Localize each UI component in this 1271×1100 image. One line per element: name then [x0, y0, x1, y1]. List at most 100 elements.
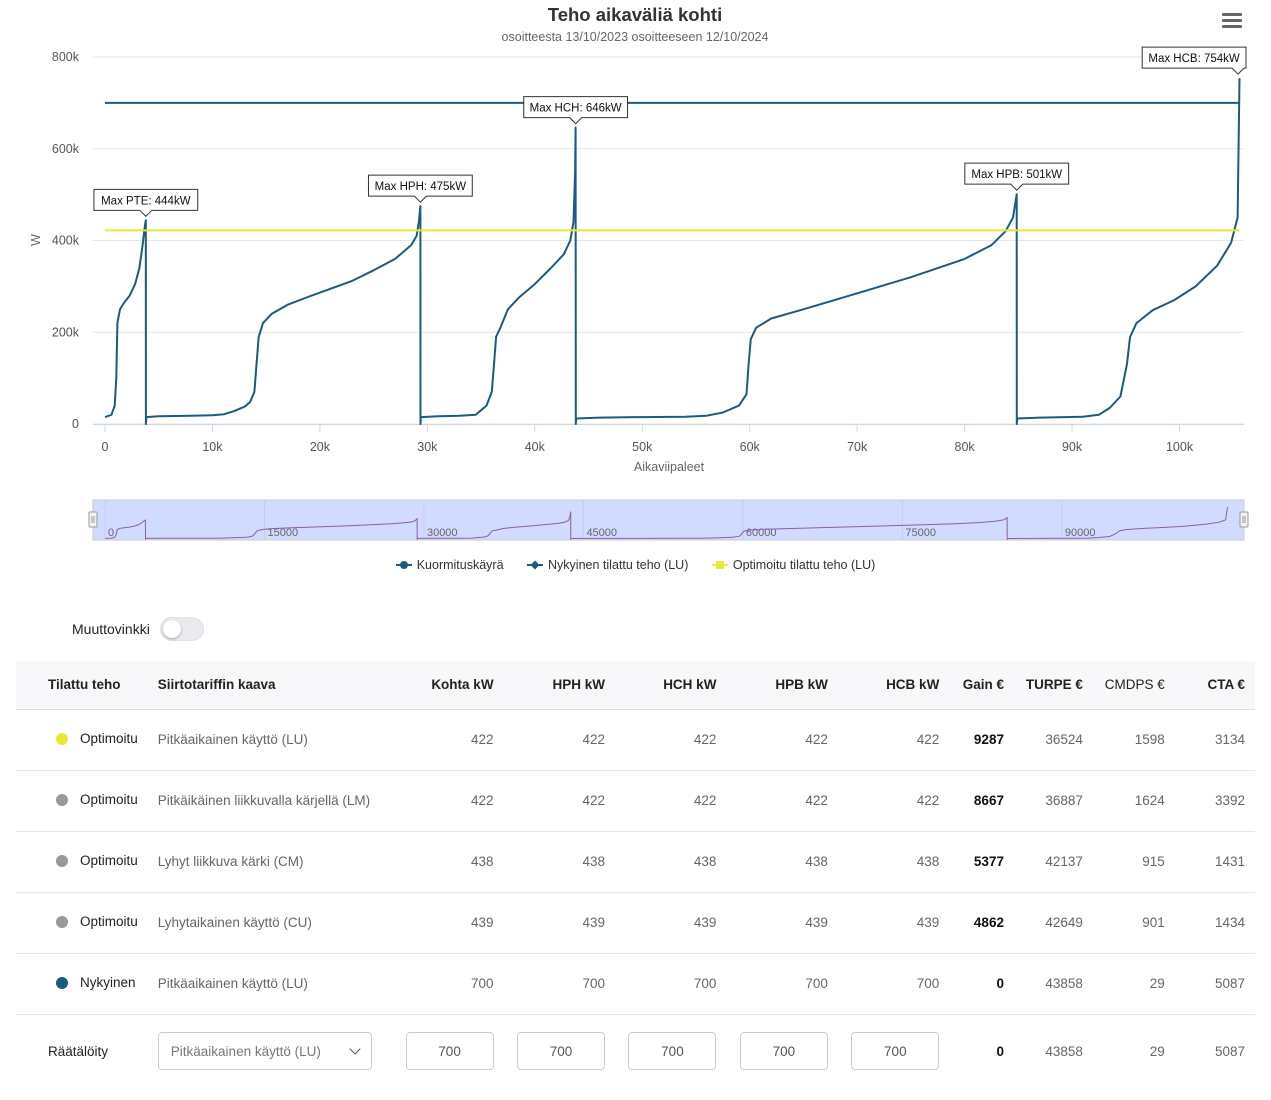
x-tick-label: 0	[102, 440, 109, 454]
row-hch: 438	[615, 831, 727, 893]
chart-subtitle: osoitteesta 13/10/2023 osoitteeseen 12/1…	[502, 30, 769, 44]
status-dot-icon	[56, 732, 68, 745]
row-cmdps: 915	[1092, 831, 1175, 893]
table-row: Optimoitu Lyhytaikainen käyttö (CU) 439 439…	[16, 892, 1255, 954]
row-hch: 700	[615, 953, 727, 1015]
table-row: Nykyinen Pitkäaikainen käyttö (LU) 700 700 7…	[16, 953, 1255, 1015]
navigator-tick-label: 30000	[427, 527, 458, 539]
row-hph: 438	[503, 831, 615, 893]
row-name: Optimoitu	[80, 792, 138, 808]
navigator-right-handle[interactable]	[1239, 511, 1249, 528]
row-gain: 4862	[949, 892, 1014, 954]
row-formula: Pitkäikäinen liikkuvalla kärjellä (LM)	[147, 770, 386, 832]
chart-menu-icon[interactable]	[1220, 10, 1244, 32]
row-turpe: 42649	[1013, 892, 1093, 954]
hph-input[interactable]	[517, 1032, 605, 1071]
row-name: Nykyinen	[80, 975, 136, 991]
migration-tip-toggle[interactable]	[159, 617, 204, 641]
navigator-tick-label: 0	[108, 527, 114, 539]
peak-label-text: Max HPH: 475kW	[375, 181, 467, 193]
toggle-knob	[162, 620, 181, 638]
custom-cta: 5087	[1214, 1043, 1245, 1059]
row-cta: 5087	[1174, 953, 1255, 1015]
row-cta: 1434	[1174, 892, 1255, 954]
row-hpb: 422	[726, 770, 838, 832]
peak-label: Max HCH: 646kW	[523, 96, 629, 125]
custom-hph-cell	[504, 1014, 615, 1088]
peak-label-text: Max HCH: 646kW	[530, 103, 622, 115]
row-cmdps: 1598	[1092, 709, 1175, 771]
kohta-input[interactable]	[405, 1032, 494, 1071]
hpb-input[interactable]	[739, 1032, 828, 1071]
legend-label: Optimoitu tilattu teho (LU)	[732, 558, 876, 572]
row-hcb: 438	[837, 831, 950, 893]
legend-item-load-curve[interactable]: Kuormituskäyrä	[395, 558, 504, 572]
header-kohta: Kohta kW	[385, 661, 504, 710]
row-hpb: 700	[726, 953, 838, 1015]
navigator-selection[interactable]	[92, 499, 1245, 541]
row-hcb: 422	[837, 709, 950, 771]
peak-label: Max HCB: 754kW	[1141, 46, 1247, 75]
table-row: Optimoitu Pitkäikäinen liikkuvalla kärjel…	[16, 770, 1255, 832]
header-cta: CTA €	[1174, 661, 1255, 710]
hch-input[interactable]	[628, 1032, 717, 1071]
hcb-input[interactable]	[851, 1032, 940, 1071]
series-line-0	[104, 78, 1241, 425]
x-tick-label: 30k	[417, 440, 438, 454]
chevron-down-icon	[349, 1043, 361, 1055]
row-hch: 439	[615, 892, 727, 954]
tariff-formula-select[interactable]: Pitkäaikainen käyttö (LU)	[157, 1032, 372, 1071]
custom-gain: 0	[996, 1043, 1004, 1059]
row-turpe: 36524	[1013, 709, 1093, 771]
x-tick-label: 50k	[632, 440, 653, 454]
legend-item-optimized-power[interactable]: Optimoitu tilattu teho (LU)	[711, 558, 876, 572]
status-dot-icon	[56, 793, 68, 806]
tariff-table: Tilattu teho Siirtotariffin kaava Kohta …	[16, 661, 1255, 1088]
tariff-formula-value: Pitkäaikainen käyttö (LU)	[170, 1043, 321, 1059]
row-hph: 422	[503, 709, 615, 771]
row-name-cell: Optimoitu	[16, 831, 148, 893]
x-tick-label: 70k	[847, 440, 868, 454]
chart-title: Teho aikaväliä kohti	[548, 4, 722, 25]
header-ordered: Tilattu teho	[16, 661, 148, 710]
row-kohta: 422	[385, 770, 504, 832]
power-chart: Teho aikaväliä kohti osoitteesta 13/10/2…	[29, 4, 1249, 572]
peak-label-box	[367, 174, 473, 203]
row-name: Optimoitu	[80, 731, 138, 747]
legend-label: Kuormituskäyrä	[416, 558, 504, 572]
custom-row-name: Räätälöity	[48, 1043, 109, 1059]
header-hph: HPH kW	[503, 661, 615, 710]
navigator-tick-label: 15000	[267, 527, 298, 539]
row-hpb: 422	[726, 709, 838, 771]
row-cta: 3392	[1174, 770, 1255, 832]
legend-item-current-power[interactable]: Nykyinen tilattu teho (LU)	[527, 558, 688, 572]
row-hcb: 700	[837, 953, 950, 1015]
row-cta: 3134	[1174, 709, 1255, 771]
x-tick-label: 10k	[202, 440, 223, 454]
header-formula: Siirtotariffin kaava	[147, 661, 386, 710]
navigator-left-handle[interactable]	[88, 511, 98, 528]
navigator[interactable]: 0 15000 30000 45000 60000 75000 90000	[88, 499, 1249, 541]
row-name-cell: Optimoitu	[16, 770, 148, 832]
peak-label-box	[523, 96, 629, 125]
migration-tip-row: Muuttovinkki	[72, 617, 204, 641]
table-header-row: Tilattu teho Siirtotariffin kaava Kohta …	[16, 661, 1255, 710]
row-cmdps: 1624	[1092, 770, 1175, 832]
row-hpb: 439	[726, 892, 838, 954]
row-hph: 422	[503, 770, 615, 832]
row-gain: 0	[949, 953, 1014, 1015]
row-kohta: 438	[385, 831, 504, 893]
handle-grip-icon	[1239, 511, 1249, 528]
row-kohta: 700	[385, 953, 504, 1015]
navigator-tick-label: 45000	[586, 527, 617, 539]
row-formula: Lyhyt liikkuva kärki (CM)	[147, 831, 386, 893]
row-formula: Lyhytaikainen käyttö (CU)	[147, 892, 386, 954]
y-tick-label: 200k	[52, 325, 80, 339]
header-hpb: HPB kW	[726, 661, 838, 710]
axes: 0 200k 400k 600k 800k 0 10k 20k 30k 40k 50k 60k 70k 8…	[52, 50, 1244, 454]
row-formula: Pitkäaikainen käyttö (LU)	[147, 709, 386, 771]
custom-hch-cell	[615, 1014, 726, 1088]
navigator-series-line	[104, 506, 1228, 541]
row-hcb: 422	[837, 770, 950, 832]
row-hch: 422	[615, 770, 727, 832]
